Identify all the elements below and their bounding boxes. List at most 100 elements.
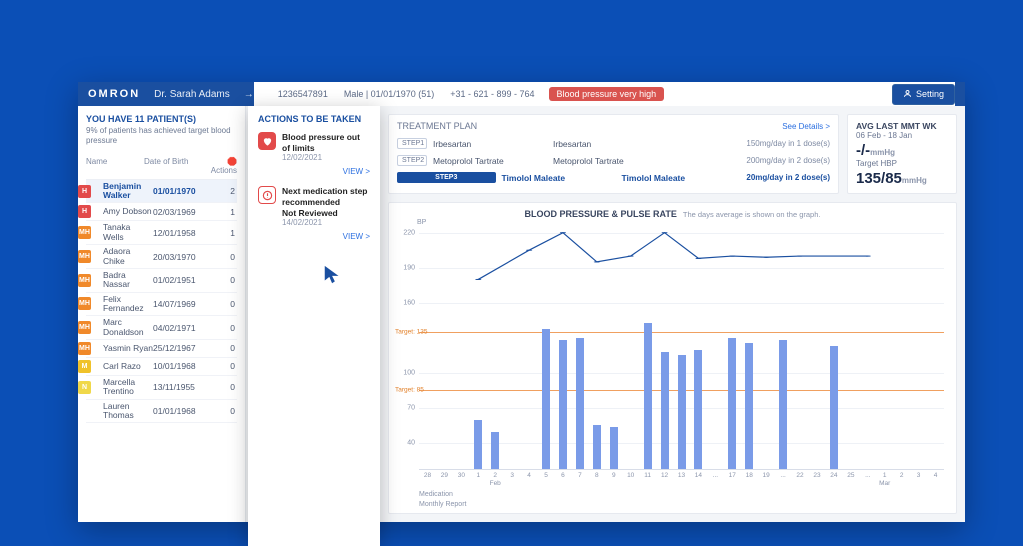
patient-actions-count: 1: [207, 207, 237, 217]
avg-value2: 135/85mmHg: [856, 170, 948, 187]
heart-icon: [258, 132, 276, 150]
patient-row[interactable]: N Marcella Trentino 13/11/1955 0: [86, 376, 237, 400]
severity-badge: MH: [78, 342, 91, 355]
alert-icon: [258, 186, 276, 204]
patient-table-header: Name Date of Birth 🛑 Actions: [86, 153, 237, 180]
step-badge: STEP2: [397, 155, 427, 166]
patient-dob: 02/03/1969: [153, 207, 207, 217]
setting-label: Setting: [916, 89, 944, 99]
patient-dob: 12/01/1958: [153, 228, 207, 238]
y-tick: 160: [395, 299, 415, 306]
patient-name: Benjamin Walker: [103, 182, 153, 201]
x-tick: ...: [713, 472, 718, 479]
treatment-plan-card: TREATMENT PLAN See Details > STEP1 Irbes…: [388, 114, 839, 194]
patient-actions-count: 0: [207, 343, 237, 353]
patient-row[interactable]: MH Yasmin Ryan 25/12/1967 0: [86, 340, 237, 358]
medication-name: Irbesartan: [433, 139, 553, 149]
patient-name: Adaora Chike: [103, 247, 153, 266]
patient-dob: 01/01/1968: [153, 406, 207, 416]
y-tick: 100: [395, 369, 415, 376]
setting-button[interactable]: Setting: [892, 84, 955, 105]
action-date: 12/02/2021: [282, 153, 370, 163]
brand-logo: OMRON: [88, 88, 140, 100]
patient-dob: 20/03/1970: [153, 252, 207, 262]
patient-phone: +31 - 621 - 899 - 764: [442, 89, 542, 99]
plan-details-link[interactable]: See Details >: [782, 122, 830, 131]
x-tick: 10: [627, 472, 634, 479]
patient-row[interactable]: MH Adaora Chike 20/03/1970 0: [86, 245, 237, 269]
x-tick: 29: [441, 472, 448, 479]
patient-name: Marcella Trentino: [103, 378, 153, 397]
x-tick: 19: [763, 472, 770, 479]
action-title: Blood pressure out of limits: [282, 132, 370, 153]
chart-title: BLOOD PRESSURE & PULSE RATE: [525, 209, 677, 219]
patient-row[interactable]: MH Marc Donaldson 04/02/1971 0: [86, 316, 237, 340]
x-tick: 24: [830, 472, 837, 479]
action-item[interactable]: Blood pressure out of limits 12/02/2021: [258, 132, 370, 163]
severity-badge: MH: [78, 321, 91, 334]
patient-name: Marc Donaldson: [103, 318, 153, 337]
patient-row[interactable]: MH Tanaka Wells 12/01/1958 1: [86, 221, 237, 245]
x-tick: 1: [883, 472, 887, 479]
patient-name: Lauren Thomas: [103, 402, 153, 421]
x-tick: ...: [780, 472, 785, 479]
x-tick: 11: [644, 472, 651, 479]
x-tick: 3: [510, 472, 514, 479]
arrow-icon: →: [244, 89, 254, 100]
patient-row[interactable]: H Benjamin Walker 01/01/1970 2: [86, 180, 237, 204]
patient-dob: 01/01/1970: [153, 186, 207, 196]
patient-row[interactable]: Lauren Thomas 01/01/1968 0: [86, 400, 237, 424]
col-name[interactable]: Name: [86, 157, 144, 175]
x-tick: 2: [900, 472, 904, 479]
patient-actions-count: 0: [207, 382, 237, 392]
patient-dob: 10/01/1968: [153, 361, 207, 371]
step-badge: STEP1: [397, 138, 427, 149]
patient-name: Carl Razo: [103, 362, 153, 371]
cursor-icon: [322, 264, 344, 291]
patient-dob: 13/11/1955: [153, 382, 207, 392]
avg-card: AVG LAST MMT WK 06 Feb - 18 Jan -/-mmHg …: [847, 114, 957, 194]
action-view-link[interactable]: VIEW >: [258, 232, 370, 241]
patient-actions-count: 0: [207, 323, 237, 333]
patient-row[interactable]: H Amy Dobson 02/03/1969 1: [86, 203, 237, 221]
medication-dose: 20mg/day in 2 dose(s): [742, 173, 831, 182]
medication-dose: 150mg/day in 1 dose(s): [673, 139, 830, 148]
x-tick: 4: [934, 472, 938, 479]
plan-row[interactable]: STEP2 Metoprolol Tartrate Metoprolol Tar…: [397, 152, 830, 169]
x-tick: 25: [847, 472, 854, 479]
x-tick: 17: [729, 472, 736, 479]
x-tick: 2: [493, 472, 497, 479]
y-tick: 220: [395, 229, 415, 236]
patient-row[interactable]: M Carl Razo 10/01/1968 0: [86, 358, 237, 376]
patient-name: Amy Dobson: [103, 207, 153, 216]
patient-actions-count: 0: [207, 406, 237, 416]
action-sub: Not Reviewed: [282, 208, 370, 219]
medication-name: Timolol Maleate: [502, 173, 622, 183]
action-title: Next medication step recommended: [282, 186, 370, 207]
patient-row[interactable]: MH Felix Fernandez 14/07/1969 0: [86, 293, 237, 317]
y-tick: 70: [395, 404, 415, 411]
medication-name-2: Timolol Maleate: [622, 173, 742, 183]
avg-title: AVG LAST MMT WK: [856, 121, 948, 131]
severity-badge: MH: [78, 250, 91, 263]
medication-name: Metoprolol Tartrate: [433, 156, 553, 166]
plan-row[interactable]: STEP3 Timolol Maleate Timolol Maleate 20…: [397, 169, 830, 186]
patient-name: Badra Nassar: [103, 271, 153, 290]
patient-actions-count: 1: [207, 228, 237, 238]
x-month: Mar: [879, 480, 890, 487]
patient-actions-count: 0: [207, 361, 237, 371]
app-window: OMRON Dr. Sarah Adams → 1236547891 Male …: [78, 82, 965, 522]
action-item[interactable]: Next medication step recommended Not Rev…: [258, 186, 370, 228]
patient-row[interactable]: MH Badra Nassar 01/02/1951 0: [86, 269, 237, 293]
patient-crumb-bar: 1236547891 Male | 01/01/1970 (51) +31 - …: [254, 82, 955, 106]
col-dob[interactable]: Date of Birth: [144, 157, 202, 175]
x-tick: 22: [796, 472, 803, 479]
action-view-link[interactable]: VIEW >: [258, 167, 370, 176]
plan-row[interactable]: STEP1 Irbesartan Irbesartan 150mg/day in…: [397, 135, 830, 152]
patient-dob: 14/07/1969: [153, 299, 207, 309]
x-tick: 28: [424, 472, 431, 479]
actions-popup: ACTIONS TO BE TAKEN Blood pressure out o…: [248, 106, 380, 546]
col-actions[interactable]: 🛑 Actions: [202, 157, 237, 175]
patient-dob: 04/02/1971: [153, 323, 207, 333]
patient-id: 1236547891: [270, 89, 336, 99]
